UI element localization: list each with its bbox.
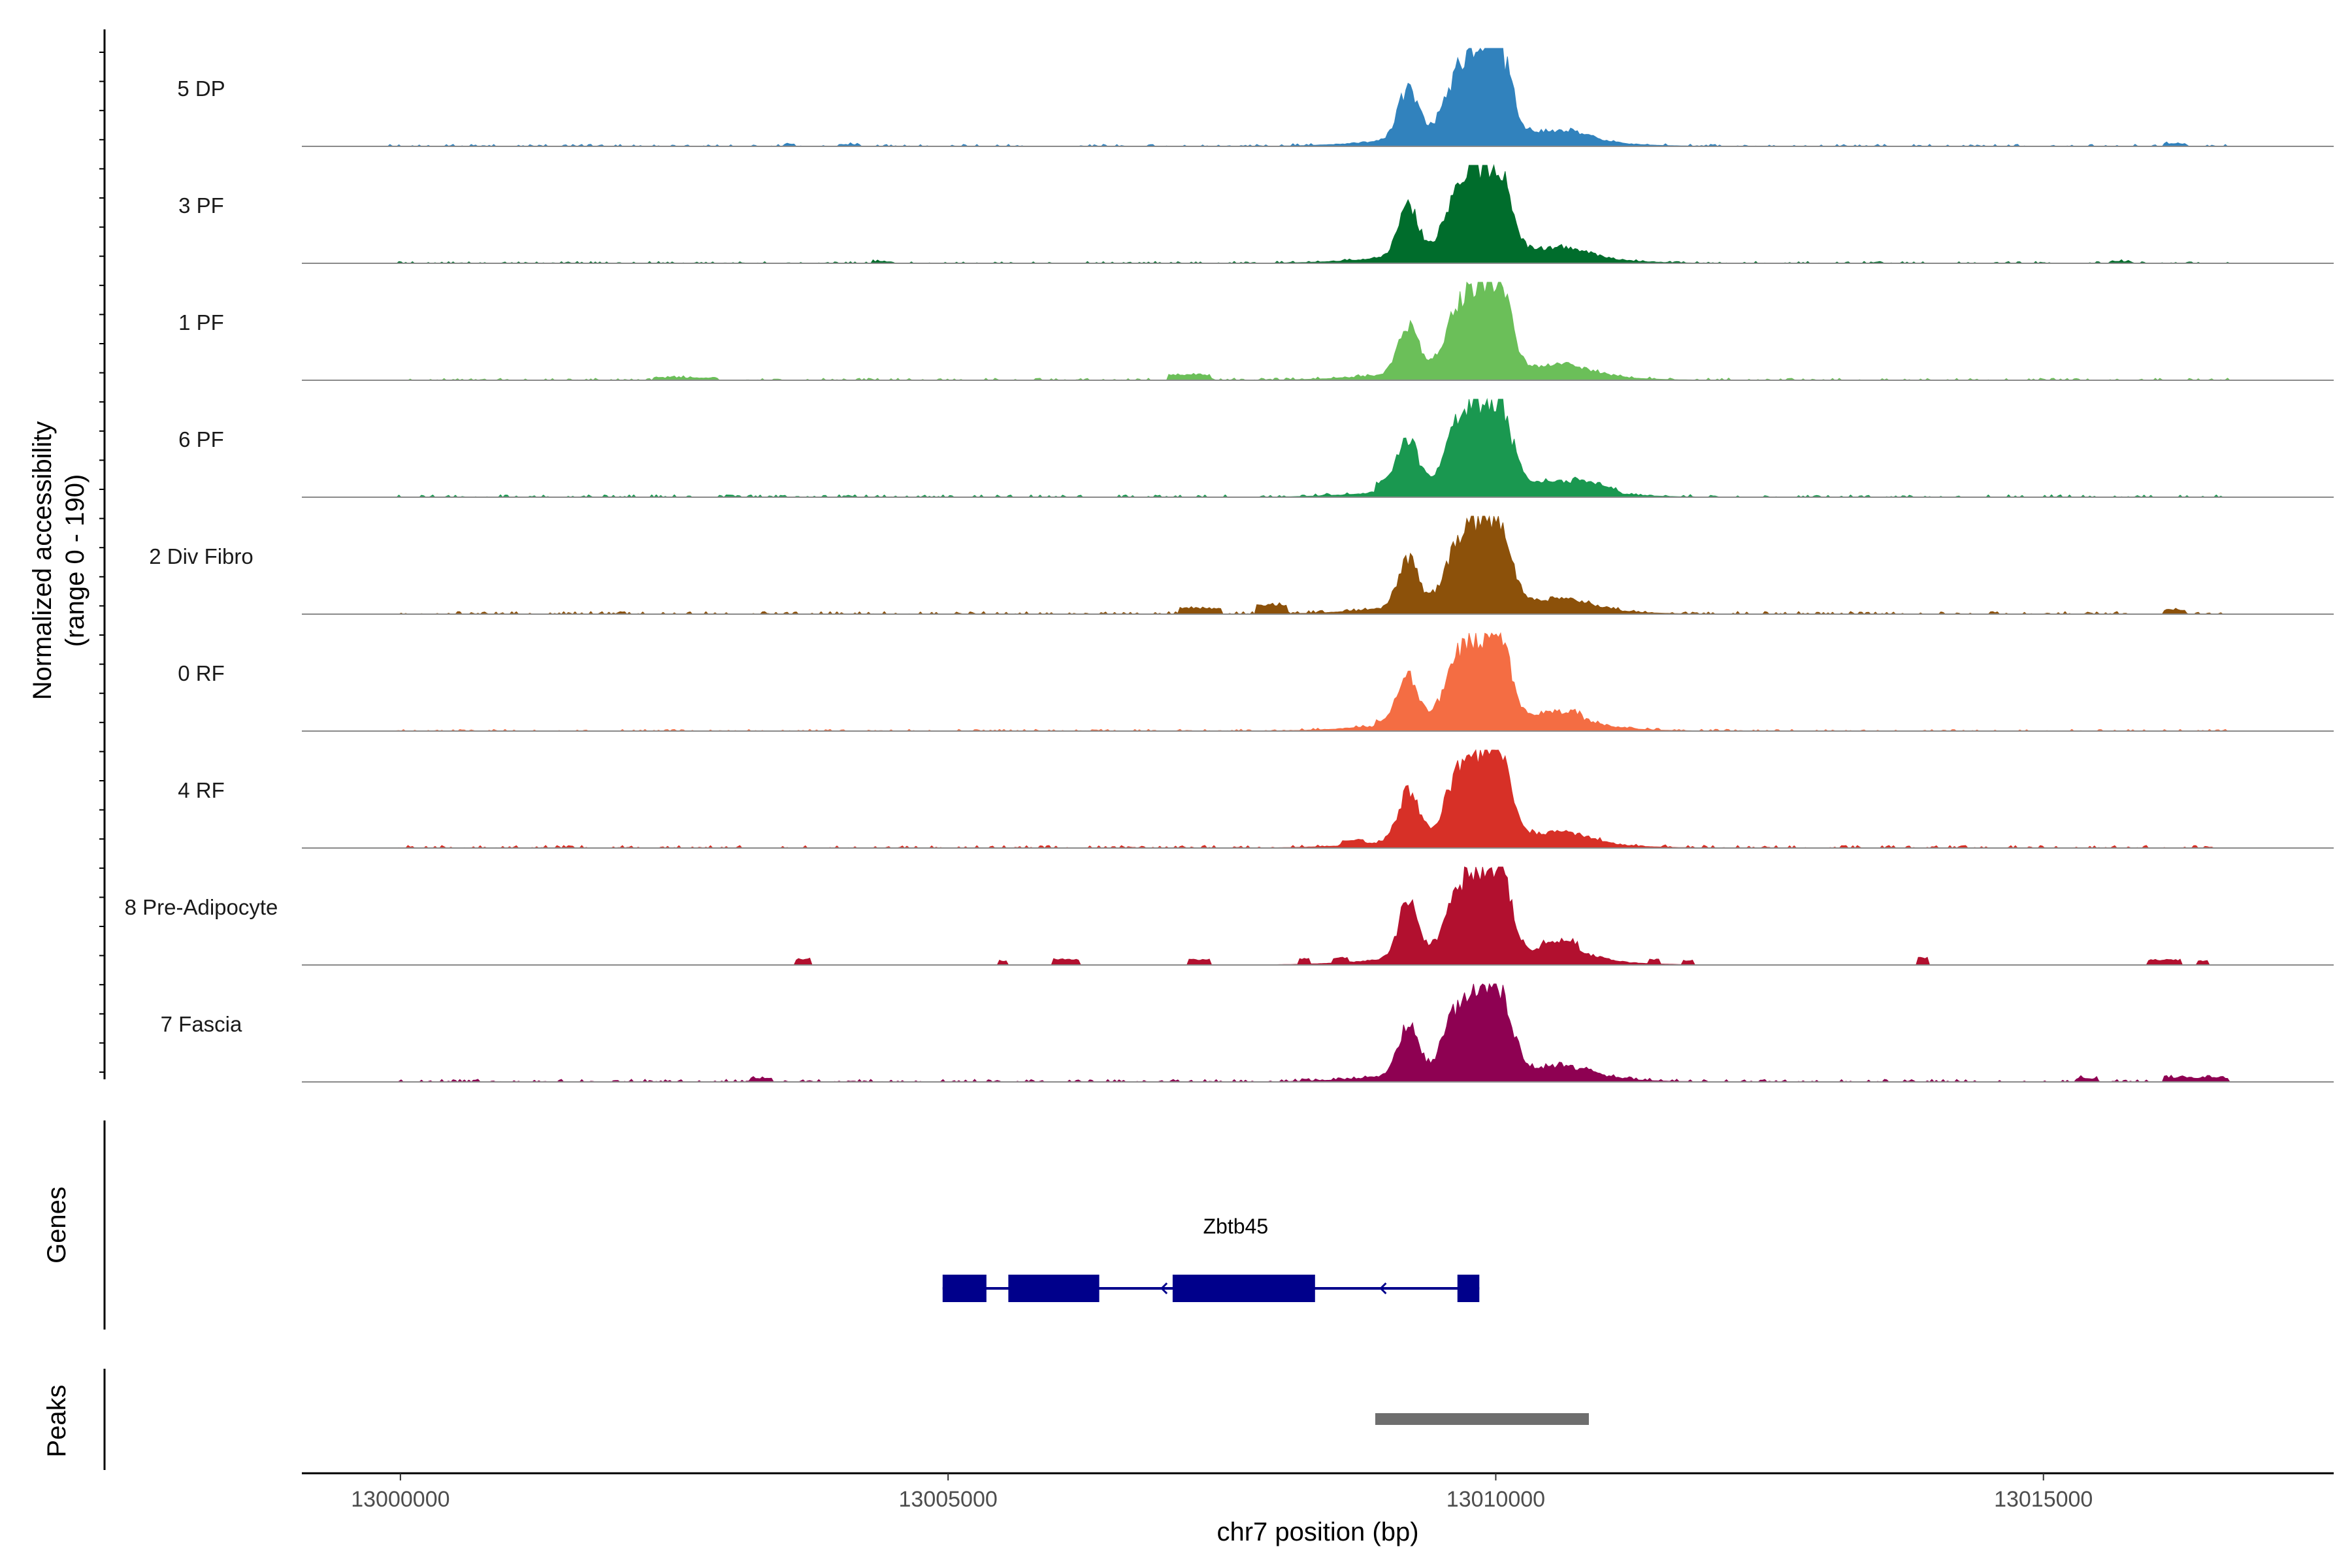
coverage-area: [302, 983, 2334, 1083]
track-label: 0 RF: [178, 661, 225, 685]
gene-exon: [1172, 1275, 1315, 1302]
gene-track: Zbtb45: [942, 1215, 1480, 1302]
x-axis-title: chr7 position (bp): [1217, 1518, 1418, 1546]
coverage-area: [302, 632, 2334, 732]
track-4-rf: 4 RF: [178, 749, 2334, 849]
coverage-y-ticks: [99, 52, 105, 1073]
x-tick-label: 13000000: [351, 1487, 449, 1512]
coverage-tracks: 5 DP 3 PF 1 PF 6 PF 2 Div Fibro 0 RF 4 RF 8 Pre…: [125, 48, 2334, 1083]
x-tick-label: 13015000: [1994, 1487, 2093, 1512]
track-8-pre-adipocyte: 8 Pre-Adipocyte: [125, 866, 2334, 966]
x-tick-label: 13010000: [1446, 1487, 1545, 1512]
track-5-dp: 5 DP: [177, 48, 2334, 147]
coverage-area: [302, 398, 2334, 498]
track-label: 8 Pre-Adipocyte: [125, 895, 278, 919]
track-2-div-fibro: 2 Div Fibro: [149, 515, 2334, 615]
track-label: 4 RF: [178, 778, 225, 802]
coverage-y-range: (range 0 - 190): [61, 474, 90, 647]
track-label: 2 Div Fibro: [149, 544, 253, 568]
peaks-track-title: Peaks: [42, 1384, 71, 1457]
x-axis-ticks: 13000000 13005000 13010000 13015000: [351, 1473, 2093, 1512]
track-label: 5 DP: [177, 76, 225, 101]
track-0-rf: 0 RF: [178, 632, 2334, 732]
track-label: 1 PF: [178, 310, 224, 335]
coverage-area: [302, 749, 2334, 849]
coverage-area: [302, 866, 2334, 966]
gene-exon: [1008, 1275, 1100, 1302]
track-label: 3 PF: [178, 193, 224, 218]
peak-track: [1375, 1413, 1589, 1425]
gene-exon: [1457, 1275, 1480, 1302]
coverage-area: [302, 515, 2334, 615]
gene-label: Zbtb45: [1203, 1215, 1268, 1238]
track-label: 7 Fascia: [161, 1012, 242, 1036]
track-1-pf: 1 PF: [178, 281, 2334, 381]
track-7-fascia: 7 Fascia: [161, 983, 2334, 1083]
peak-bar: [1375, 1413, 1589, 1425]
track-label: 6 PF: [178, 427, 224, 451]
coverage-area: [302, 48, 2334, 147]
x-tick-label: 13005000: [899, 1487, 998, 1512]
coverage-y-title: Normalized accessibility: [28, 421, 57, 700]
track-3-pf: 3 PF: [178, 164, 2334, 264]
genes-track-title: Genes: [42, 1186, 71, 1264]
coverage-area: [302, 281, 2334, 381]
coverage-area: [302, 164, 2334, 264]
track-6-pf: 6 PF: [178, 398, 2334, 498]
gene-exon: [942, 1275, 987, 1302]
strand-arrow: [1160, 1282, 1168, 1295]
strand-arrow: [1379, 1282, 1387, 1295]
